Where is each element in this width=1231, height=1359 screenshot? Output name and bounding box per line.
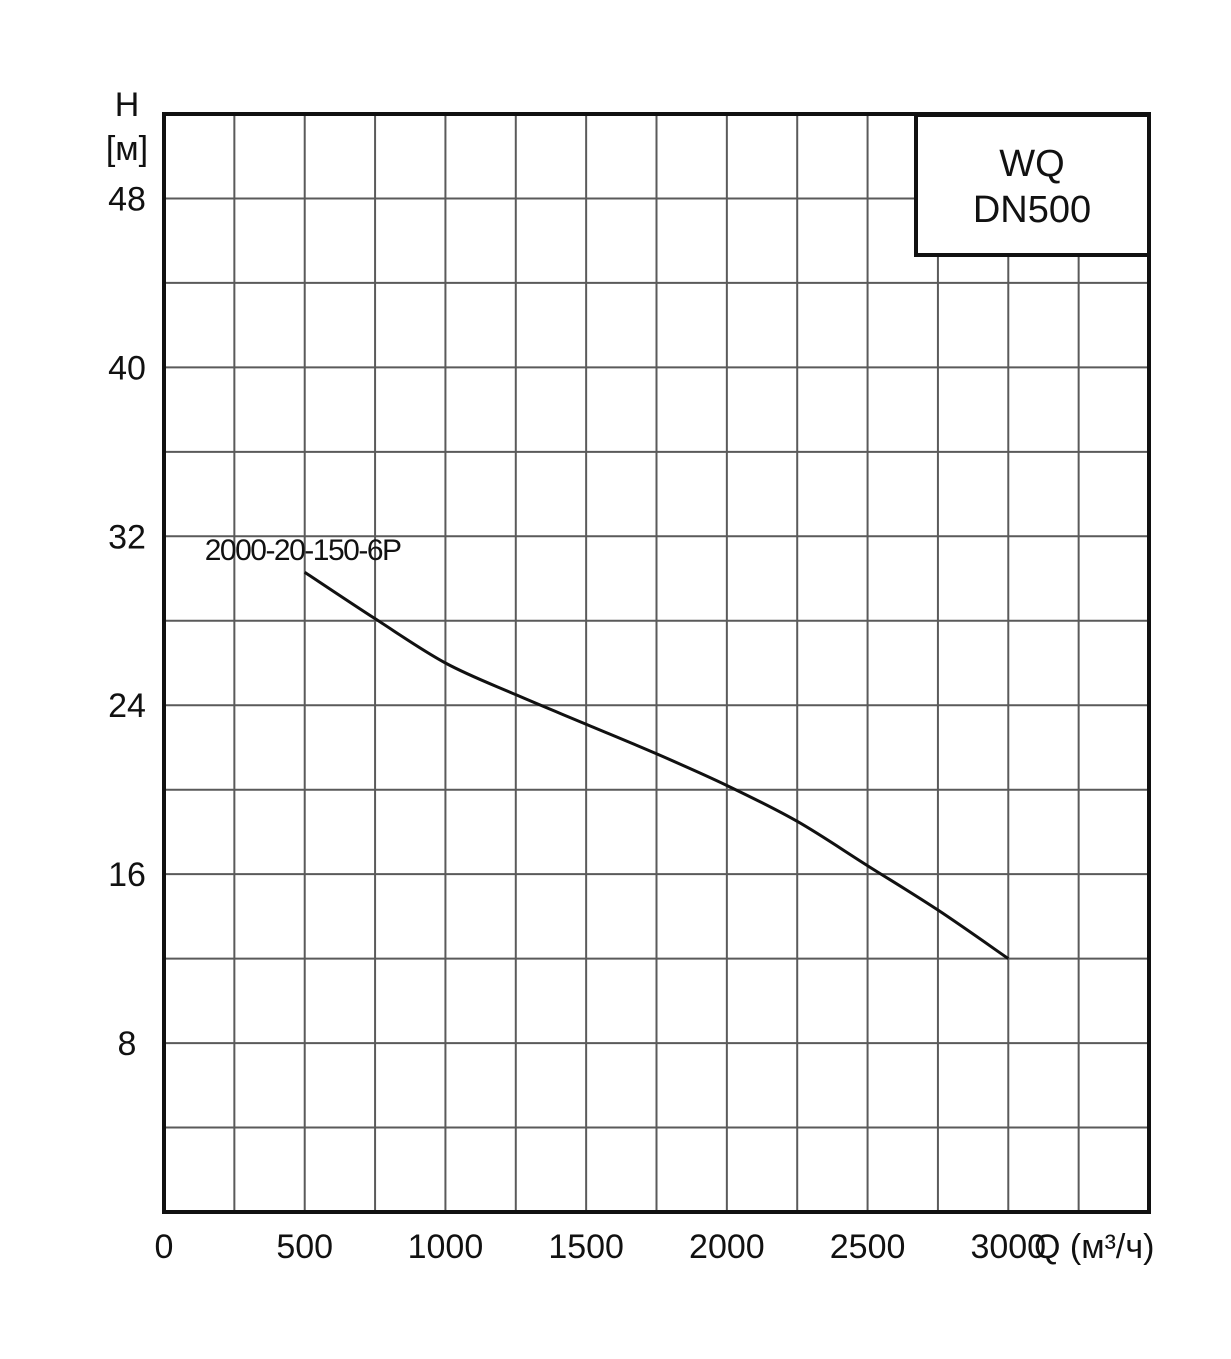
series-group: 2000-20-150-6P	[205, 534, 1010, 960]
x-tick-label: 1000	[408, 1228, 484, 1266]
legend-title-line2: DN500	[973, 189, 1091, 231]
y-tick-label: 48	[108, 180, 146, 218]
x-axis-title: Q (м³/ч)	[1034, 1228, 1154, 1266]
x-tick-labels: 0 500 1000 1500 2000 2500 3000	[155, 1228, 1047, 1266]
y-axis-unit: [м]	[106, 130, 148, 168]
x-tick-label: 1500	[548, 1228, 624, 1266]
legend-frame	[914, 113, 1151, 257]
legend-title-line1: WQ	[999, 143, 1064, 185]
y-axis-title: H [м]	[106, 86, 148, 168]
x-tick-label: 2500	[830, 1228, 906, 1266]
x-tick-label: 500	[276, 1228, 333, 1266]
x-grid-lines	[233, 114, 1080, 1212]
series-curve	[303, 570, 1010, 960]
y-tick-label: 40	[108, 349, 146, 387]
y-axis-symbol: H	[115, 86, 140, 124]
series-label: 2000-20-150-6P	[205, 534, 401, 567]
y-tick-label: 8	[118, 1025, 137, 1063]
y-grid-lines	[164, 197, 1149, 1129]
x-tick-label: 0	[155, 1228, 174, 1266]
x-tick-label: 3000	[970, 1228, 1046, 1266]
y-tick-label: 16	[108, 856, 146, 894]
plot-frame	[162, 112, 1151, 1214]
y-tick-label: 32	[108, 518, 146, 556]
y-tick-labels: 8 16 24 32 40 48	[108, 180, 146, 1063]
legend-box: WQ DN500	[914, 113, 1151, 257]
x-tick-label: 2000	[689, 1228, 765, 1266]
y-tick-label: 24	[108, 687, 146, 725]
